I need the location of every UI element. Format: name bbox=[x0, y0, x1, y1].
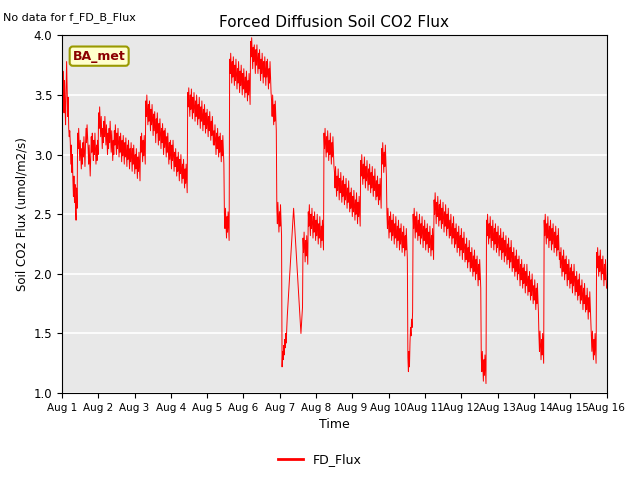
Legend: FD_Flux: FD_Flux bbox=[273, 448, 367, 471]
X-axis label: Time: Time bbox=[319, 419, 349, 432]
Title: Forced Diffusion Soil CO2 Flux: Forced Diffusion Soil CO2 Flux bbox=[220, 15, 449, 30]
Text: BA_met: BA_met bbox=[73, 49, 125, 63]
Y-axis label: Soil CO2 Flux (umol/m2/s): Soil CO2 Flux (umol/m2/s) bbox=[15, 137, 28, 291]
Text: No data for f_FD_B_Flux: No data for f_FD_B_Flux bbox=[3, 12, 136, 23]
